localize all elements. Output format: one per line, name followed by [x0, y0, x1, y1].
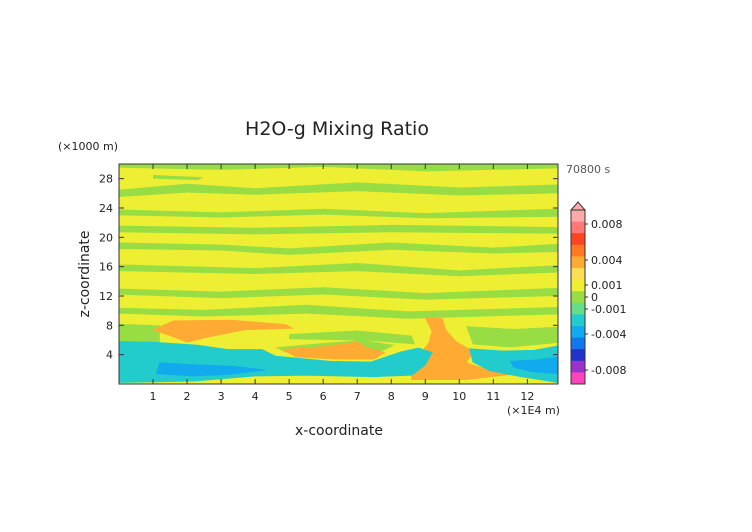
- x-tick-label: 12: [520, 390, 534, 403]
- colorbar-segment: [571, 302, 585, 315]
- colorbar-label: -0.004: [591, 328, 626, 341]
- x-tick-label: 9: [422, 390, 429, 403]
- colorbar-segment: [571, 221, 585, 234]
- x-tick-label: 7: [354, 390, 361, 403]
- colorbar-segment: [571, 360, 585, 373]
- colorbar-label: -0.001: [591, 303, 626, 316]
- x-tick-label: 2: [184, 390, 191, 403]
- colorbar-label: 0.004: [591, 254, 623, 267]
- contour-band: [119, 182, 558, 197]
- contour-band: [153, 175, 205, 181]
- y-unit-label: (×1000 m): [58, 140, 118, 153]
- y-tick-label: 4: [106, 349, 113, 362]
- contour-band: [119, 287, 558, 300]
- colorbar-label: -0.008: [591, 364, 626, 377]
- contour-region-negative: [155, 362, 266, 377]
- x-axis-label: x-coordinate: [295, 423, 383, 439]
- x-tick-label: 1: [150, 390, 157, 403]
- colorbar-segment: [571, 372, 585, 385]
- time-label: 70800 s: [566, 163, 610, 176]
- contour-region-negative: [509, 356, 558, 375]
- contour-band: [119, 304, 558, 319]
- contour-band: [119, 208, 558, 219]
- contour-band: [119, 164, 558, 172]
- y-tick-label: 12: [99, 290, 113, 303]
- colorbar-segment: [571, 326, 585, 338]
- x-tick-label: 5: [286, 390, 293, 403]
- x-tick-label: 6: [320, 390, 327, 403]
- colorbar-label: 0: [591, 291, 598, 304]
- contour-band: [119, 323, 160, 345]
- x-unit-label: (×1E4 m): [507, 404, 560, 417]
- colorbar-segment: [571, 314, 585, 327]
- y-tick-label: 16: [99, 261, 113, 274]
- y-tick-label: 20: [99, 231, 113, 244]
- contour-band: [119, 242, 558, 255]
- colorbar-segment: [571, 268, 585, 280]
- contour-band: [119, 224, 558, 235]
- chart-title: H2O-g Mixing Ratio: [245, 118, 429, 140]
- contour-region-positive: [280, 341, 386, 360]
- y-tick-label: 24: [99, 202, 113, 215]
- colorbar-label: 0.001: [591, 279, 623, 292]
- colorbar-label: 0.008: [591, 218, 623, 231]
- x-tick-label: 3: [218, 390, 225, 403]
- colorbar-segment: [571, 244, 585, 257]
- plot-frame: [118, 163, 559, 385]
- x-tick-label: 11: [486, 390, 500, 403]
- y-tick-label: 28: [99, 173, 113, 186]
- x-tick-label: 8: [388, 390, 395, 403]
- colorbar-segment: [571, 291, 585, 304]
- y-tick-label: 8: [106, 319, 113, 332]
- colorbar-segment: [571, 337, 585, 350]
- y-axis-label: z-coordinate: [77, 230, 93, 317]
- contour-band: [466, 326, 558, 348]
- colorbar-segment: [571, 279, 585, 292]
- x-tick-label: 4: [252, 390, 259, 403]
- colorbar-segment: [571, 256, 585, 269]
- x-tick-label: 10: [452, 390, 466, 403]
- colorbar-segment: [571, 233, 585, 246]
- contour-band: [289, 330, 416, 345]
- contour-band: [119, 263, 558, 277]
- colorbar-segment: [571, 349, 585, 362]
- contour-region-positive: [151, 319, 295, 343]
- colorbar-arrow: [569, 201, 587, 211]
- colorbar-segment: [571, 210, 585, 222]
